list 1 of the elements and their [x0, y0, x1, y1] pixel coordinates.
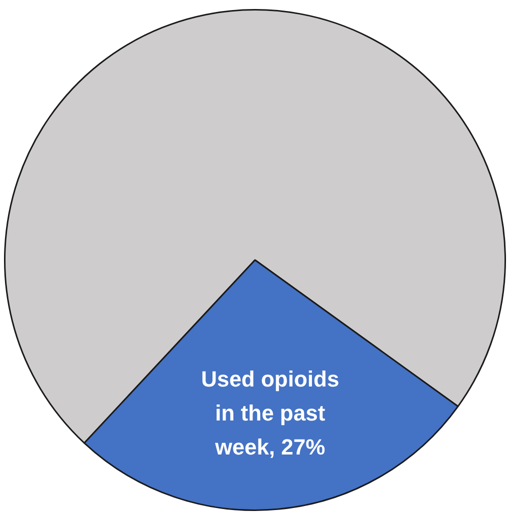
slice-label: Used opioids in the past week, 27% [201, 366, 340, 460]
